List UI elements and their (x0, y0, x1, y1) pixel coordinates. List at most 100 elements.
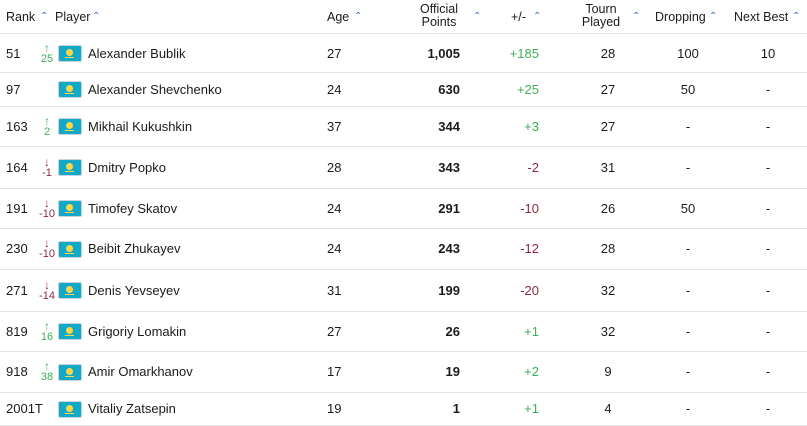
player-name-link[interactable]: Timofey Skatov (88, 200, 178, 216)
rank-change-value: 16 (40, 330, 54, 343)
header-rank[interactable]: Rank (6, 10, 35, 24)
rank-change-value: -1 (42, 166, 52, 179)
points-cell: 199 (438, 282, 460, 298)
header-age-label: Age (327, 10, 350, 24)
table-row[interactable]: 97 Alexander Shevchenko 24 630 +25 27 50 - (0, 72, 807, 107)
chevron-up-icon[interactable]: ⌃ (533, 11, 542, 22)
player-name-link[interactable]: Denis Yevseyev (88, 282, 180, 298)
dropping-cell: - (685, 323, 691, 339)
player-name-link[interactable]: Mikhail Kukushkin (88, 118, 193, 134)
dropping-cell: - (685, 118, 691, 134)
next-best-cell: - (765, 364, 771, 379)
header-dropping-label: Dropping (655, 10, 706, 24)
rank-cell: 191 (6, 200, 28, 216)
chevron-up-icon[interactable]: ⌃ (792, 11, 801, 22)
dropping-cell: - (685, 401, 691, 416)
points-cell: 1 (452, 401, 460, 416)
player-name-link[interactable]: Grigoriy Lomakin (88, 323, 187, 339)
points-cell: 344 (438, 118, 460, 134)
header-plusminus[interactable]: +/- (511, 10, 526, 24)
points-cell: 19 (445, 364, 460, 379)
rank-cell: 918 (6, 364, 28, 379)
next-best-cell: - (765, 401, 771, 416)
rank-change-value: -10 (39, 207, 55, 220)
plusminus-cell: -2 (527, 159, 539, 175)
player-name-link[interactable]: Alexander Shevchenko (88, 81, 222, 97)
rank-change: ↓ -14 (38, 269, 56, 311)
points-cell: 243 (438, 241, 460, 256)
chevron-up-icon[interactable]: ⌃ (354, 11, 363, 22)
rank-change-value: 2 (43, 125, 51, 138)
kazakhstan-flag-icon (58, 159, 82, 176)
next-best-cell: 10 (760, 45, 776, 61)
rank-change-value: 25 (40, 52, 54, 65)
header-tourn-line2: Played (581, 15, 621, 29)
header-dropping[interactable]: Dropping (655, 10, 706, 24)
age-cell: 27 (327, 323, 342, 339)
arrow-up-icon: ↑ (44, 318, 50, 333)
chevron-up-icon[interactable]: ⌃ (92, 11, 101, 22)
age-cell: 28 (327, 159, 342, 175)
header-tourn-played[interactable]: Tourn Played (578, 3, 624, 29)
player-name-link[interactable]: Dmitry Popko (88, 159, 167, 175)
player-name-link[interactable]: Alexander Bublik (88, 45, 186, 61)
rank-change: ↑ 2 (38, 106, 56, 146)
table-row[interactable]: 819 ↑ 16 Grigoriy Lomakin 27 26 +1 32 - - (0, 311, 807, 352)
dropping-cell: - (685, 364, 691, 379)
rank-change: ↓ -10 (38, 228, 56, 269)
table-row[interactable]: 918 ↑ 38 Amir Omarkhanov 17 19 +2 9 - - (0, 351, 807, 393)
table-row[interactable]: 163 ↑ 2 Mikhail Kukushkin 37 344 +3 27 - - (0, 106, 807, 147)
kazakhstan-flag-icon (58, 323, 82, 340)
chevron-up-icon[interactable]: ⌃ (473, 11, 482, 22)
age-cell: 37 (327, 118, 342, 134)
dropping-cell: 50 (680, 200, 696, 216)
kazakhstan-flag-icon (58, 240, 82, 258)
arrow-up-icon: ↑ (44, 40, 50, 55)
player-name-link[interactable]: Amir Omarkhanov (88, 364, 193, 379)
table-row[interactable]: 164 ↓ -1 Dmitry Popko 28 343 -2 31 - - (0, 146, 807, 189)
plusminus-cell: -12 (520, 241, 539, 256)
plusminus-cell: +185 (509, 45, 539, 61)
points-cell: 630 (438, 81, 460, 97)
header-age[interactable]: Age (327, 10, 349, 24)
points-cell: 1,005 (427, 45, 460, 61)
tourn-played-cell: 4 (604, 401, 612, 416)
tourn-played-cell: 32 (600, 323, 616, 339)
next-best-cell: - (765, 81, 771, 97)
age-cell: 24 (327, 241, 342, 256)
dropping-cell: 100 (677, 45, 699, 61)
rank-change (38, 392, 56, 425)
chevron-up-icon[interactable]: ⌃ (709, 11, 718, 22)
rank-cell: 2001T (6, 401, 43, 416)
plusminus-cell: +2 (524, 364, 539, 379)
kazakhstan-flag-icon (58, 45, 82, 62)
header-player[interactable]: Player (55, 10, 90, 24)
rank-cell: 97 (6, 81, 21, 97)
kazakhstan-flag-icon (58, 400, 82, 418)
chevron-up-icon[interactable]: ⌃ (632, 11, 641, 22)
table-row[interactable]: 230 ↓ -10 Beibit Zhukayev 24 243 -12 28 - - (0, 228, 807, 270)
rank-change (38, 72, 56, 106)
age-cell: 31 (327, 282, 342, 298)
rank-cell: 163 (6, 118, 28, 134)
header-official-points[interactable]: Official Points (415, 3, 463, 29)
arrow-down-icon: ↓ (44, 236, 50, 250)
rank-cell: 271 (6, 282, 28, 298)
next-best-cell: - (765, 282, 771, 298)
plusminus-cell: +1 (524, 401, 539, 416)
tourn-played-cell: 32 (600, 282, 616, 298)
table-row[interactable]: 271 ↓ -14 Denis Yevseyev 31 199 -20 32 - - (0, 269, 807, 312)
age-cell: 24 (327, 200, 342, 216)
header-next-best[interactable]: Next Best (734, 10, 788, 24)
chevron-up-icon[interactable]: ⌃ (40, 11, 49, 22)
kazakhstan-flag-icon (58, 282, 82, 299)
table-row[interactable]: 2001T Vitaliy Zatsepin 19 1 +1 4 - - (0, 392, 807, 426)
kazakhstan-flag-icon (58, 118, 82, 135)
player-name-link[interactable]: Vitaliy Zatsepin (88, 401, 176, 416)
table-row[interactable]: 51 ↑ 25 Alexander Bublik 27 1,005 +185 28 100 10 (0, 34, 807, 73)
age-cell: 27 (327, 45, 342, 61)
table-header: Rank ⌃ Player ⌃ Age ⌃ Official Points ⌃ … (0, 0, 807, 34)
rank-change: ↑ 16 (38, 311, 56, 351)
table-row[interactable]: 191 ↓ -10 Timofey Skatov 24 291 -10 26 50- (0, 188, 807, 229)
player-name-link[interactable]: Beibit Zhukayev (88, 241, 181, 256)
